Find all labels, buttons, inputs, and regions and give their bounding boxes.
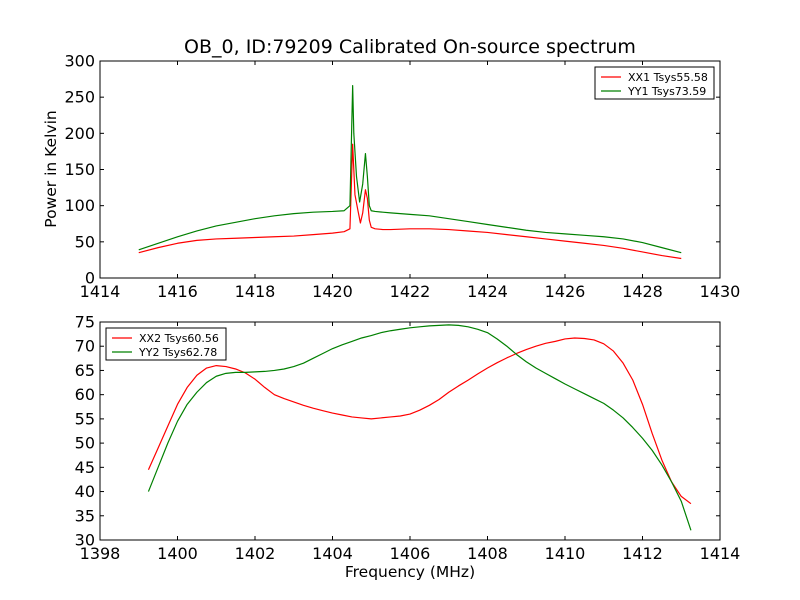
y-tick-label-1-6: 60 [75,385,95,404]
y-tick-label-1-7: 65 [75,361,95,380]
x-tick-label-1-8: 1414 [700,544,741,563]
y-tick-label-1-3: 45 [75,458,95,477]
x-tick-label-0-6: 1426 [545,282,586,301]
x-tick-label-1-5: 1408 [467,544,508,563]
y-tick-label-1-5: 55 [75,409,95,428]
top-panel: 1414 1416 1418 1420 1422 1424 1426 1428 1430 0 50 1… [64,52,740,302]
y-tick-label-1-9: 75 [75,313,95,332]
x-tick-label-0-3: 1420 [312,282,353,301]
y-tick-label-1-2: 40 [75,482,95,501]
y-tick-label-1-8: 70 [75,337,95,356]
x-tick-label-1-2: 1402 [235,544,276,563]
x-tick-label-0-4: 1422 [390,282,431,301]
y-axis-label-top: Power in Kelvin [42,110,60,227]
legend-box-0 [594,66,715,100]
legend-label-0-1: YY1 Tsys73.59 [627,85,706,98]
x-tick-label-0-5: 1424 [467,282,508,301]
y-tick-label-1-1: 35 [75,506,95,525]
x-tick-label-0-8: 1430 [700,282,741,301]
legend-label-0-0: XX1 Tsys55.58 [628,71,708,84]
series-line-0-0 [138,143,682,260]
x-tick-label-1-1: 1400 [157,544,198,563]
series-line-0-1 [138,84,682,254]
x-tick-label-1-6: 1410 [545,544,586,563]
y-tick-label-0-5: 250 [64,88,95,107]
x-tick-label-1-4: 1406 [390,544,431,563]
y-tick-label-0-1: 50 [75,232,95,251]
x-tick-label-1-0: 1398 [80,544,121,563]
y-tick-label-0-4: 200 [64,124,95,143]
x-tick-label-0-7: 1428 [622,282,663,301]
bottom-panel: 1398 1400 1402 1404 1406 1408 1410 1412 1414 30 35… [75,313,741,564]
series-line-1-0 [147,337,692,505]
y-tick-label-1-4: 50 [75,434,95,453]
x-tick-label-0-2: 1418 [235,282,276,301]
y-tick-label-0-6: 300 [64,52,95,71]
chart-title: OB_0, ID:79209 Calibrated On-source spec… [184,36,636,58]
legend-label-1-1: YY2 Tsys62.78 [138,346,217,359]
x-axis-label-bottom: Frequency (MHz) [345,563,475,581]
x-tick-label-1-7: 1412 [622,544,663,563]
y-tick-label-0-3: 150 [64,160,95,179]
y-tick-label-0-0: 0 [85,269,95,288]
legend-label-1-0: XX2 Tsys60.56 [139,332,219,345]
y-tick-label-1-0: 30 [75,531,95,550]
legend-box-1 [105,327,227,361]
y-tick-label-0-2: 100 [64,196,95,215]
x-tick-label-1-3: 1404 [312,544,353,563]
x-tick-label-0-1: 1416 [157,282,198,301]
series-line-1-1 [147,324,692,531]
x-tick-label-0-0: 1414 [80,282,121,301]
